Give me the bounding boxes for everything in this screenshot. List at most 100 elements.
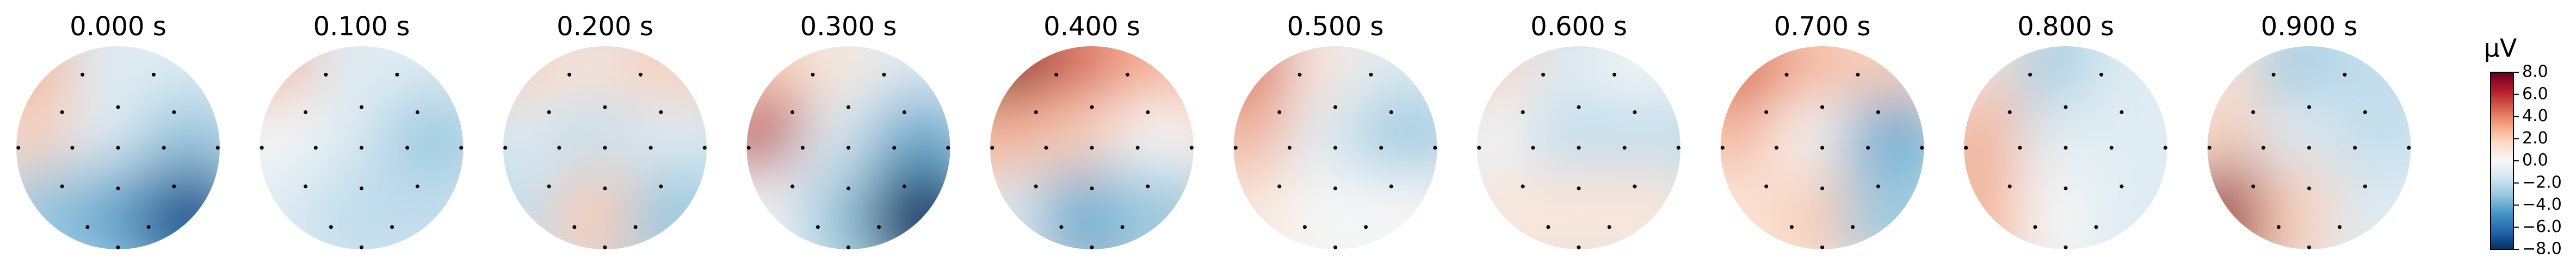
sensor bbox=[1054, 72, 1059, 77]
sensor bbox=[360, 146, 363, 150]
sensor bbox=[81, 72, 85, 77]
sensor bbox=[603, 146, 607, 150]
sensor bbox=[116, 105, 120, 109]
sensor bbox=[811, 72, 815, 77]
sensor bbox=[1607, 225, 1611, 229]
sensor bbox=[946, 146, 950, 150]
sensor bbox=[2064, 245, 2068, 249]
sensor bbox=[2007, 184, 2012, 189]
sensor bbox=[1233, 146, 1238, 150]
sensor bbox=[172, 110, 176, 115]
sensor bbox=[1521, 110, 1525, 115]
sensor bbox=[800, 146, 805, 150]
field-cell bbox=[866, 165, 950, 249]
sensor bbox=[659, 110, 663, 115]
sensor bbox=[902, 184, 906, 189]
sensor bbox=[2251, 110, 2256, 115]
sensor bbox=[877, 225, 881, 229]
field-cell bbox=[622, 165, 707, 249]
sensor bbox=[1676, 146, 1681, 150]
map-title: 0.800 s bbox=[2017, 11, 2114, 42]
sensor bbox=[2251, 184, 2256, 189]
sensor bbox=[1333, 105, 1337, 109]
sensor bbox=[1622, 146, 1627, 150]
sensor bbox=[304, 184, 308, 189]
sensor bbox=[1277, 110, 1282, 115]
colorbar-tick-label: 2.0 bbox=[2522, 129, 2548, 148]
sensor bbox=[116, 146, 120, 150]
sensor bbox=[1125, 72, 1129, 77]
sensor bbox=[1090, 105, 1094, 109]
sensor bbox=[324, 72, 328, 77]
sensor bbox=[2363, 110, 2367, 115]
sensor bbox=[1820, 146, 1824, 150]
sensor bbox=[1389, 110, 1393, 115]
sensor bbox=[1577, 186, 1581, 191]
sensor bbox=[790, 184, 795, 189]
field-cell bbox=[2326, 165, 2411, 249]
sensor bbox=[659, 184, 663, 189]
map-title: 0.900 s bbox=[2261, 11, 2358, 42]
colorbar-tick-label: 6.0 bbox=[2522, 84, 2548, 103]
sensor bbox=[1541, 72, 1546, 77]
sensor bbox=[1764, 110, 1769, 115]
sensor bbox=[405, 146, 410, 150]
sensor bbox=[1789, 225, 1794, 229]
sensor bbox=[1277, 184, 1282, 189]
sensor bbox=[1820, 105, 1824, 109]
sensor bbox=[1784, 72, 1789, 77]
sensor bbox=[902, 110, 906, 115]
sensor bbox=[116, 186, 120, 191]
sensor bbox=[702, 146, 707, 150]
sensor bbox=[1090, 186, 1094, 191]
sensor bbox=[547, 184, 551, 189]
sensor bbox=[260, 146, 264, 150]
field-cell bbox=[1109, 165, 1194, 249]
sensor bbox=[1333, 146, 1337, 150]
sensor bbox=[146, 225, 151, 229]
sensor bbox=[329, 225, 333, 229]
sensor bbox=[304, 110, 308, 115]
field-cell bbox=[1596, 165, 1681, 249]
sensor bbox=[172, 184, 176, 189]
sensor bbox=[1633, 184, 1637, 189]
sensor bbox=[2261, 146, 2265, 150]
map-title: 0.300 s bbox=[800, 11, 897, 42]
sensor bbox=[1633, 110, 1637, 115]
sensor bbox=[572, 225, 577, 229]
colorbar-tick-label: −8.0 bbox=[2522, 240, 2562, 259]
colorbar-tick-label: 0.0 bbox=[2522, 151, 2548, 170]
sensor bbox=[116, 245, 120, 249]
sensor bbox=[547, 110, 551, 115]
sensor bbox=[2099, 72, 2103, 77]
sensor bbox=[892, 146, 897, 150]
sensor bbox=[633, 225, 638, 229]
map-title: 0.000 s bbox=[70, 11, 166, 42]
sensor bbox=[603, 245, 607, 249]
sensor bbox=[2363, 184, 2367, 189]
sensor bbox=[1964, 146, 1968, 150]
sensor bbox=[1034, 110, 1038, 115]
sensor bbox=[1364, 225, 1368, 229]
map-title: 0.600 s bbox=[1530, 11, 1627, 42]
sensor bbox=[1034, 184, 1038, 189]
sensor bbox=[2120, 184, 2124, 189]
sensor bbox=[2307, 186, 2311, 191]
sensor bbox=[1302, 225, 1307, 229]
sensor bbox=[1866, 146, 1870, 150]
sensor bbox=[1146, 184, 1150, 189]
sensor bbox=[557, 146, 561, 150]
sensor bbox=[1612, 72, 1616, 77]
sensor bbox=[390, 225, 394, 229]
sensor bbox=[1851, 225, 1855, 229]
map-title: 0.500 s bbox=[1287, 11, 1384, 42]
sensor bbox=[1531, 146, 1535, 150]
sensor bbox=[151, 72, 156, 77]
sensor bbox=[746, 146, 751, 150]
sensor bbox=[1577, 105, 1581, 109]
sensor bbox=[1433, 146, 1437, 150]
sensor bbox=[1521, 184, 1525, 189]
topomap-field bbox=[16, 46, 220, 249]
colorbar-label: µV bbox=[2484, 34, 2517, 63]
sensor bbox=[1577, 245, 1581, 249]
